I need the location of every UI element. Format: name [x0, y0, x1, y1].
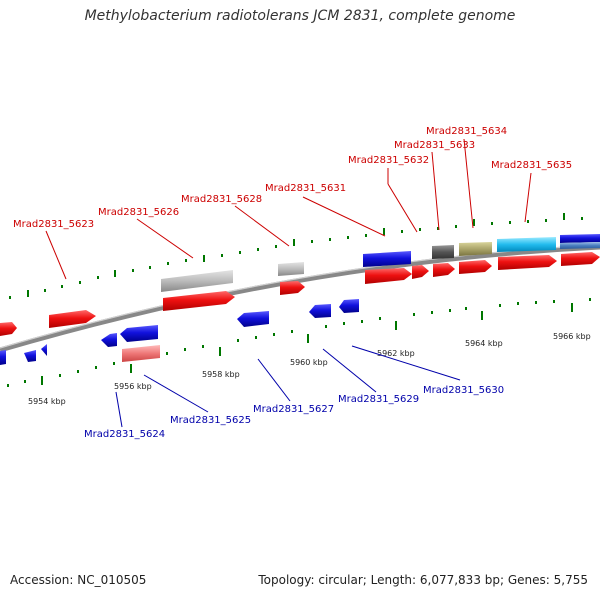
axis-label: 5958 kbp: [202, 370, 240, 379]
axis-label: 5964 kbp: [465, 339, 503, 348]
gene-label[interactable]: Mrad2831_5631: [265, 183, 346, 194]
gene-red-cds[interactable]: [433, 263, 455, 277]
gene-blue-cds[interactable]: [101, 333, 117, 347]
gene-steel[interactable]: [560, 242, 600, 249]
gene-red-cds[interactable]: [459, 260, 492, 274]
forward-outer-genes[interactable]: [161, 234, 600, 292]
gene-red-cds[interactable]: [0, 322, 17, 336]
axis-label: 5956 kbp: [114, 382, 152, 391]
gene-red-cds[interactable]: [365, 268, 412, 284]
gene-label[interactable]: Mrad2831_5627: [253, 404, 334, 415]
gene-red-cds[interactable]: [163, 291, 235, 311]
axis-label: 5960 kbp: [290, 358, 328, 367]
gene-red-cds[interactable]: [49, 310, 96, 328]
gene-pink[interactable]: [122, 345, 160, 362]
gene-pseudo-grey[interactable]: [278, 262, 304, 276]
gene-label[interactable]: Mrad2831_5623: [13, 219, 94, 230]
gene-label[interactable]: Mrad2831_5630: [423, 385, 504, 396]
axis-label: 5954 kbp: [28, 397, 66, 406]
forward-track-ticks: [9, 213, 583, 299]
reverse-genes[interactable]: [0, 299, 359, 365]
gene-blue-cds[interactable]: [120, 325, 158, 342]
genome-backbone: [0, 244, 600, 353]
genome-summary-text: Topology: circular; Length: 6,077,833 bp…: [258, 573, 588, 587]
gene-label[interactable]: Mrad2831_5635: [491, 160, 572, 171]
gene-label[interactable]: Mrad2831_5634: [426, 126, 507, 137]
axis-label: 5962 kbp: [377, 349, 415, 358]
gene-blue-cds[interactable]: [237, 311, 269, 327]
top-leader-lines: [45, 138, 532, 280]
gene-blue-cds[interactable]: [0, 350, 6, 365]
gene-pseudo-grey[interactable]: [161, 270, 233, 292]
accession-text: Accession: NC_010505: [10, 573, 147, 587]
gene-dark-grey[interactable]: [432, 245, 454, 259]
forward-inner-genes[interactable]: [0, 252, 600, 336]
gene-blue-cds[interactable]: [41, 344, 47, 356]
gene-label[interactable]: Mrad2831_5626: [98, 207, 179, 218]
gene-red-cds[interactable]: [412, 265, 429, 279]
gene-red-cds[interactable]: [498, 255, 557, 270]
map-title: Methylobacterium radiotolerans JCM 2831,…: [84, 8, 516, 24]
gene-label[interactable]: Mrad2831_5633: [394, 140, 475, 151]
gene-label[interactable]: Mrad2831_5628: [181, 194, 262, 205]
gene-label[interactable]: Mrad2831_5625: [170, 415, 251, 426]
gene-label[interactable]: Mrad2831_5629: [338, 394, 419, 405]
bottom-leader-lines: [115, 345, 461, 428]
bottom-gene-labels: Mrad2831_5624 Mrad2831_5625 Mrad2831_562…: [84, 385, 504, 440]
axis-label: 5966 kbp: [553, 332, 591, 341]
gene-blue-cds[interactable]: [363, 251, 411, 267]
gene-blue-cds[interactable]: [560, 234, 600, 243]
gene-blue-cds[interactable]: [309, 304, 331, 318]
gene-olive[interactable]: [459, 242, 492, 256]
gene-label[interactable]: Mrad2831_5624: [84, 429, 165, 440]
top-gene-labels: Mrad2831_5623 Mrad2831_5626 Mrad2831_562…: [13, 126, 572, 230]
gene-red-cds[interactable]: [561, 252, 600, 266]
gene-blue-cds[interactable]: [339, 299, 359, 313]
axis-labels: 5954 kbp 5956 kbp 5958 kbp 5960 kbp 5962…: [28, 332, 591, 406]
gene-cyan[interactable]: [497, 237, 556, 252]
gene-label[interactable]: Mrad2831_5632: [348, 155, 429, 166]
gene-blue-cds[interactable]: [24, 350, 36, 362]
gene-red-cds[interactable]: [280, 281, 305, 295]
